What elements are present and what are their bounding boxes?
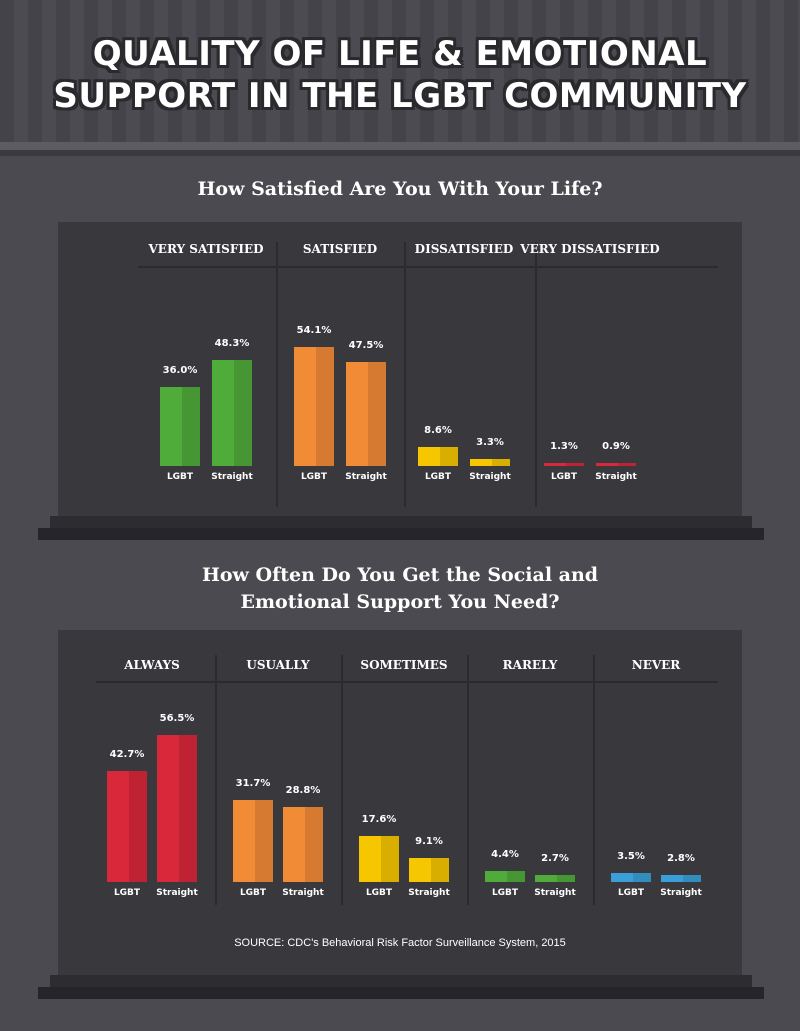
- chart2-category-always: ALWAYS: [124, 658, 180, 672]
- chart2-value-never-straight: 2.8%: [667, 852, 695, 864]
- chart2-plot: ALWAYS 42.7% LGBT 56.5% Straight USUALLY 31.7%…: [58, 630, 742, 975]
- chart1-bar-satisfied-straight: [346, 361, 386, 466]
- chart2-value-rarely-lgbt: 4.4%: [491, 848, 519, 860]
- chart2-value-sometimes-lgbt: 17.6%: [361, 814, 397, 826]
- chart1-base-step: [50, 516, 752, 528]
- chart2-group-label-rarely-lgbt: LGBT: [491, 888, 519, 898]
- chart2-separator: [215, 655, 217, 905]
- chart2-group-label-usually-straight: Straight: [282, 888, 324, 898]
- chart1-bar-very-dissatisfied-lgbt: [544, 463, 584, 466]
- chart2-title-line-1: How Often Do You Get the Social and: [201, 564, 599, 586]
- chart1-heading-divider: [138, 266, 718, 268]
- chart2-bar-rarely-lgbt: [485, 870, 525, 882]
- chart2-value-usually-lgbt: 31.7%: [235, 777, 271, 789]
- chart1-group-label-very-satisfied-straight: Straight: [211, 472, 253, 482]
- chart1-group-label-satisfied-lgbt: LGBT: [300, 472, 328, 482]
- chart1-group-label-dissatisfied-lgbt: LGBT: [424, 472, 452, 482]
- chart2-base-step: [50, 975, 752, 987]
- chart1-group-label-very-dissatisfied-straight: Straight: [595, 472, 637, 482]
- source-note: SOURCE: CDC's Behavioral Risk Factor Sur…: [234, 937, 566, 949]
- chart1-bar-very-satisfied-lgbt: [160, 386, 200, 466]
- chart1-base-step-lower: [38, 528, 764, 540]
- chart1-category-dissatisfied: DISSATISFIED: [414, 242, 514, 256]
- chart2-bar-never-lgbt: [611, 872, 651, 882]
- chart1-value-very-dissatisfied-lgbt: 1.3%: [550, 441, 578, 452]
- chart1-separator: [404, 242, 406, 507]
- chart2-title: How Often Do You Get the Social and Emot…: [0, 562, 800, 616]
- chart1-value-very-satisfied-straight: 48.3%: [214, 337, 250, 349]
- chart2-category-rarely: RARELY: [502, 658, 558, 672]
- chart2-bar-usually-straight: [283, 807, 323, 882]
- chart1-plot: VERY SATISFIED 36.0% LGBT 48.3% Straight SATI…: [58, 222, 742, 516]
- chart1-bar-very-satisfied-straight: [212, 359, 252, 466]
- chart1-bar-very-dissatisfied-straight: [596, 463, 636, 466]
- chart2-value-always-straight: 56.5%: [159, 713, 195, 725]
- page-title-line-2: SUPPORT IN THE LGBT COMMUNITY: [53, 76, 747, 116]
- chart2-separator: [593, 655, 595, 905]
- chart2-base-step-lower: [38, 987, 764, 999]
- chart2-panel: ALWAYS 42.7% LGBT 56.5% Straight USUALLY 31.7%…: [58, 630, 742, 975]
- chart2-separator: [341, 655, 343, 905]
- chart2-group-label-sometimes-lgbt: LGBT: [365, 888, 393, 898]
- header-background: [0, 0, 800, 142]
- chart2-value-sometimes-straight: 9.1%: [415, 836, 443, 848]
- chart1-category-very-satisfied: VERY SATISFIED: [148, 242, 264, 256]
- chart2-bar-rarely-straight: [535, 874, 575, 882]
- chart1-bar-dissatisfied-straight: [470, 458, 510, 466]
- chart2-bar-usually-lgbt: [233, 799, 273, 882]
- chart2-value-never-lgbt: 3.5%: [617, 850, 645, 862]
- chart1-title: How Satisfied Are You With Your Life?: [0, 176, 800, 203]
- chart2-group-label-always-straight: Straight: [156, 888, 198, 898]
- chart2-bar-never-straight: [661, 874, 701, 882]
- page-title-line-1: QUALITY OF LIFE & EMOTIONAL: [92, 34, 708, 74]
- chart2-title-line-2: Emotional Support You Need?: [240, 591, 560, 613]
- chart2-value-rarely-straight: 2.7%: [541, 852, 569, 864]
- chart1-value-very-satisfied-lgbt: 36.0%: [162, 364, 198, 376]
- chart1-value-satisfied-straight: 47.5%: [348, 339, 384, 351]
- chart2-group-label-never-lgbt: LGBT: [617, 888, 645, 898]
- header-band-shadow: [0, 150, 800, 156]
- chart1-title-line: How Satisfied Are You With Your Life?: [197, 178, 603, 200]
- chart1-category-very-dissatisfied: VERY DISSATISFIED: [520, 242, 660, 256]
- chart1-category-satisfied: SATISFIED: [302, 242, 378, 256]
- chart2-bar-sometimes-lgbt: [359, 836, 399, 882]
- chart2-group-label-never-straight: Straight: [660, 888, 702, 898]
- chart1-group-label-dissatisfied-straight: Straight: [469, 472, 511, 482]
- chart1-group-label-very-satisfied-lgbt: LGBT: [166, 472, 194, 482]
- chart2-separator: [467, 655, 469, 905]
- chart1-value-satisfied-lgbt: 54.1%: [296, 324, 332, 336]
- chart2-category-sometimes: SOMETIMES: [360, 658, 448, 672]
- chart2-heading-divider: [96, 681, 718, 683]
- chart2-category-usually: USUALLY: [246, 658, 310, 672]
- chart2-group-label-sometimes-straight: Straight: [408, 888, 450, 898]
- chart1-bar-satisfied-lgbt: [294, 346, 334, 466]
- chart2-bar-sometimes-straight: [409, 858, 449, 882]
- chart2-group-label-always-lgbt: LGBT: [113, 888, 141, 898]
- chart1-value-dissatisfied-lgbt: 8.6%: [424, 425, 452, 437]
- header-band: [0, 142, 800, 150]
- chart2-group-label-rarely-straight: Straight: [534, 888, 576, 898]
- chart1-group-label-satisfied-straight: Straight: [345, 472, 387, 482]
- chart1-separator: [535, 242, 537, 507]
- chart2-bar-always-straight: [157, 735, 197, 882]
- chart1-separator: [276, 242, 278, 507]
- chart1-bar-dissatisfied-lgbt: [418, 447, 458, 466]
- chart1-value-dissatisfied-straight: 3.3%: [476, 436, 504, 448]
- chart2-category-never: NEVER: [631, 658, 681, 672]
- chart1-value-very-dissatisfied-straight: 0.9%: [602, 441, 630, 452]
- chart1-group-label-very-dissatisfied-lgbt: LGBT: [550, 472, 578, 482]
- chart1-panel: VERY SATISFIED 36.0% LGBT 48.3% Straight SATI…: [58, 222, 742, 516]
- chart2-value-always-lgbt: 42.7%: [109, 748, 145, 760]
- chart2-value-usually-straight: 28.8%: [285, 785, 321, 797]
- chart2-group-label-usually-lgbt: LGBT: [239, 888, 267, 898]
- chart2-bar-always-lgbt: [107, 770, 147, 882]
